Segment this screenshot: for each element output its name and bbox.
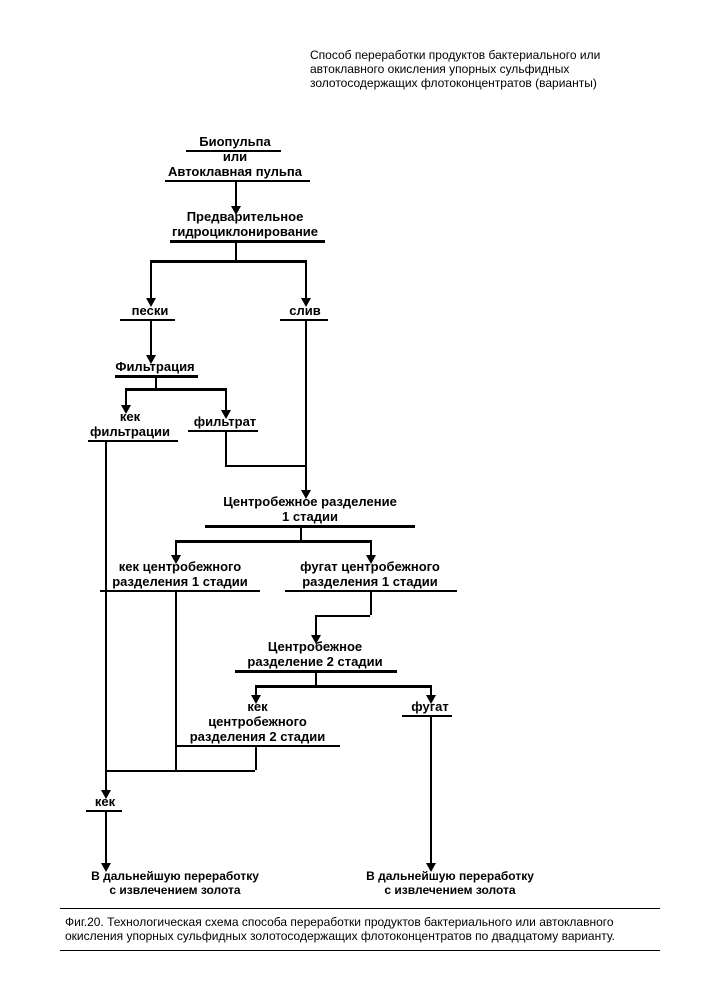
node-underline: [100, 590, 260, 592]
arrow-down-icon: [101, 863, 111, 872]
node-underline: [402, 715, 452, 717]
flowchart-node: Предварительное гидроциклонирование: [155, 210, 335, 240]
flowchart-node: В дальнейшую переработку с извлечением з…: [65, 870, 285, 898]
arrow-down-icon: [231, 206, 241, 215]
flowchart-node: Биопульпа или Автоклавная пульпа: [155, 135, 315, 180]
edge: [305, 260, 307, 300]
node-underline: [280, 319, 328, 321]
page-title: Способ переработки продуктов бактериальн…: [310, 48, 650, 90]
flowchart-node: кек фильтрации: [80, 410, 180, 440]
node-underline: [88, 440, 178, 442]
edge: [175, 540, 370, 543]
edge: [315, 671, 317, 685]
arrow-down-icon: [301, 490, 311, 499]
node-underline: [165, 180, 310, 182]
node-underline: [186, 150, 281, 152]
edge: [125, 388, 225, 391]
edge: [225, 465, 305, 467]
edge: [225, 388, 227, 412]
edge: [225, 431, 227, 465]
node-underline: [86, 810, 122, 812]
edge: [315, 615, 317, 637]
figure-caption: Фиг.20. Технологическая схема способа пе…: [65, 915, 655, 943]
arrow-down-icon: [146, 298, 156, 307]
arrow-down-icon: [366, 555, 376, 564]
edge: [235, 241, 237, 260]
edge: [305, 320, 307, 492]
arrow-down-icon: [101, 790, 111, 799]
flowchart-node: фугат центробежного разделения 1 стадии: [280, 560, 460, 590]
flowchart-node: Центробежное разделение 1 стадии: [195, 495, 425, 525]
flowchart-node: Центробежное разделение 2 стадии: [225, 640, 405, 670]
arrow-down-icon: [426, 863, 436, 872]
arrow-down-icon: [146, 355, 156, 364]
caption-rule: [60, 950, 660, 951]
flowchart-node: кек центробежного разделения 1 стадии: [95, 560, 265, 590]
arrow-down-icon: [221, 410, 231, 419]
arrow-down-icon: [121, 405, 131, 414]
edge: [300, 526, 302, 540]
node-underline: [170, 240, 325, 243]
edge: [150, 260, 152, 300]
arrow-down-icon: [301, 298, 311, 307]
arrow-down-icon: [251, 695, 261, 704]
edge: [105, 441, 107, 792]
edge: [235, 181, 237, 208]
edge: [150, 260, 305, 263]
edge: [105, 770, 255, 772]
edge: [175, 591, 177, 770]
edge: [150, 320, 152, 357]
node-underline: [205, 525, 415, 528]
edge: [430, 716, 432, 865]
arrow-down-icon: [311, 635, 321, 644]
edge: [315, 615, 370, 617]
flowchart-node: В дальнейшую переработку с извлечением з…: [340, 870, 560, 898]
edge: [155, 376, 157, 388]
arrow-down-icon: [171, 555, 181, 564]
node-underline: [120, 319, 175, 321]
flowchart-node: кек центробежного разделения 2 стадии: [170, 700, 345, 745]
edge: [255, 685, 430, 688]
edge: [370, 591, 372, 615]
flowchart-page: Способ переработки продуктов бактериальн…: [0, 0, 707, 1000]
node-underline: [188, 430, 258, 432]
node-underline: [175, 745, 340, 747]
edge: [255, 746, 257, 770]
caption-rule: [60, 908, 660, 909]
arrow-down-icon: [426, 695, 436, 704]
edge: [105, 811, 107, 865]
